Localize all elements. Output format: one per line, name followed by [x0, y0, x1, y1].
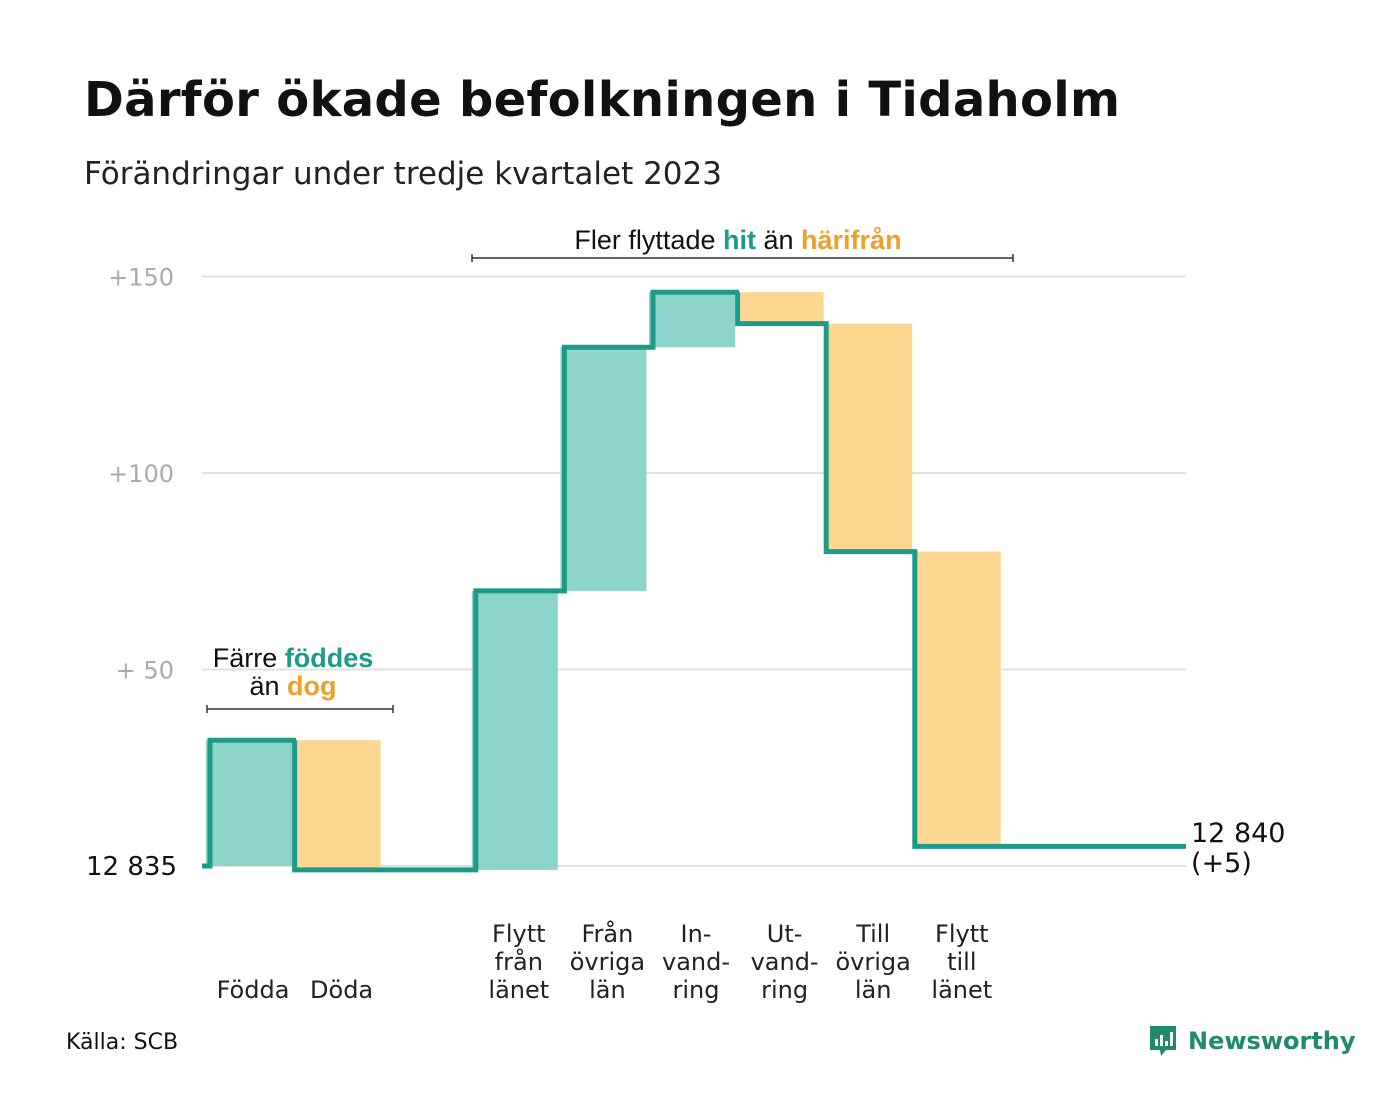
bar-6: [737, 292, 824, 324]
migration-annotation-highlight-2: härifrån: [801, 225, 902, 255]
end-value-label: 12 840(+5): [1191, 818, 1285, 879]
category-label: län: [589, 976, 626, 1004]
migration-annotation-highlight-1: hit: [723, 225, 756, 255]
end-label-line: (+5): [1191, 848, 1252, 879]
category-label: vand-: [751, 948, 819, 976]
category-label: ring: [673, 976, 720, 1004]
category-label: Flytt: [492, 920, 546, 948]
category-label: övriga: [570, 948, 645, 976]
y-tick-label: + 50: [116, 657, 174, 685]
natural-change-annotation-highlight-2: dog: [287, 671, 336, 701]
bar-1: [294, 740, 381, 870]
natural-change-annotation-line1: Färre föddes: [213, 643, 374, 673]
migration-annotation-mid: än: [756, 225, 801, 255]
category-label: Flytt: [935, 920, 989, 948]
bar-7: [826, 323, 913, 552]
cumulative-step-line: [202, 289, 1186, 873]
category-label: länet: [931, 976, 992, 1004]
category-label: In-: [681, 920, 712, 948]
y-tick-labels: 12 835 + 50 +100 +150: [86, 264, 177, 883]
bar-0: [206, 740, 292, 866]
bar-5: [649, 292, 735, 348]
chart-title: Därför ökade befolkningen i Tidaholm: [84, 72, 1121, 128]
natural-change-annotation-prefix: Färre: [213, 643, 285, 673]
y-tick-label: +150: [108, 264, 174, 292]
category-label: Till: [855, 920, 890, 948]
chart-subtitle: Förändringar under tredje kvartalet 2023: [84, 156, 722, 192]
y-tick-label: 12 835: [86, 852, 177, 882]
bar-8: [914, 551, 1001, 847]
source-note: Källa: SCB: [66, 1030, 179, 1055]
category-label: Döda: [310, 976, 373, 1004]
category-label: länet: [488, 976, 549, 1004]
category-label: ring: [761, 976, 808, 1004]
brand-logo: Newsworthy: [1148, 1024, 1356, 1058]
end-label-line: 12 840: [1191, 818, 1285, 849]
bar-4: [560, 347, 647, 591]
migration-annotation: Fler flyttade hit än härifrån: [471, 225, 1014, 262]
category-labels: Födda DödaFlyttfrånlänetFrånövrigalänIn-v…: [217, 919, 993, 1004]
category-label: Ut-: [767, 920, 803, 948]
category-label: län: [855, 976, 892, 1004]
y-tick-label: +100: [108, 460, 174, 488]
category-label: vand-: [662, 948, 730, 976]
category-label: övriga: [836, 948, 911, 976]
natural-change-annotation-mid: än: [249, 671, 287, 701]
category-label: Från: [581, 919, 633, 948]
bars: [202, 289, 1186, 873]
migration-annotation-prefix: Fler flyttade: [574, 225, 723, 255]
bar-3: [471, 590, 558, 870]
natural-change-annotation-line2: än dog: [249, 671, 336, 701]
migration-annotation-text: Fler flyttade hit än härifrån: [574, 225, 901, 255]
category-label: Födda: [217, 976, 290, 1004]
category-label: från: [495, 947, 543, 976]
natural-change-annotation-highlight-1: föddes: [285, 643, 374, 673]
brand-name: Newsworthy: [1188, 1027, 1356, 1055]
category-label: till: [947, 948, 976, 976]
newsworthy-logo-icon: [1150, 1026, 1176, 1056]
